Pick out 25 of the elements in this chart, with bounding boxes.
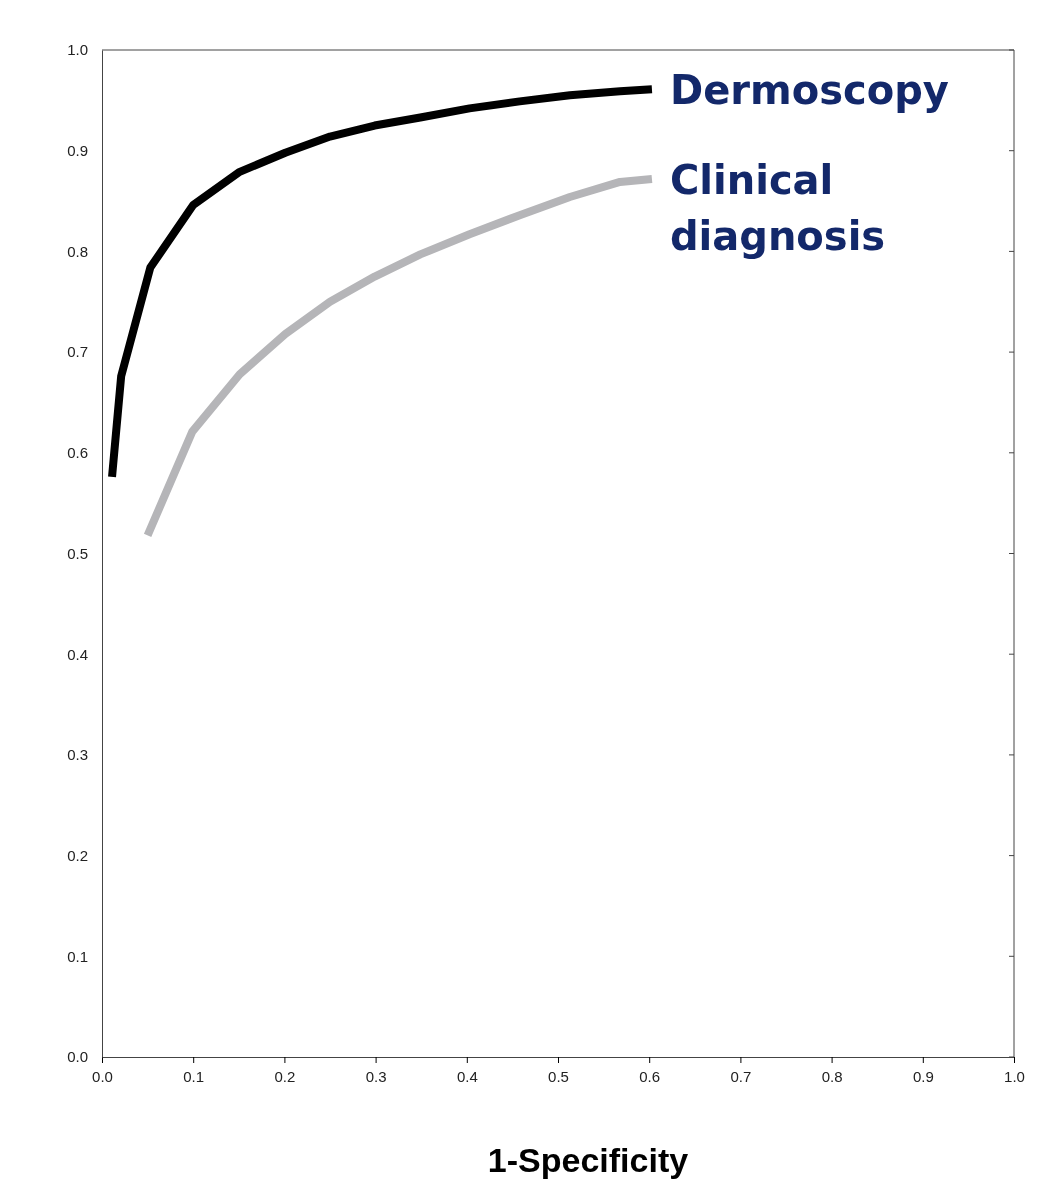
x-tick-label: 0.5 xyxy=(548,1067,569,1085)
y-tick-label: 0.7 xyxy=(67,343,88,361)
x-tick-label: 1.0 xyxy=(1004,1067,1025,1085)
y-tick-label: 0.0 xyxy=(67,1048,88,1066)
series-label: Dermoscopy xyxy=(669,67,949,114)
x-tick-label: 0.6 xyxy=(639,1067,661,1085)
x-tick-label: 0.1 xyxy=(183,1067,205,1085)
x-tick-label: 0.3 xyxy=(365,1067,387,1085)
y-tick-label: 0.4 xyxy=(67,645,88,663)
y-tick-label: 0.5 xyxy=(67,544,88,562)
y-tick-label: 0.1 xyxy=(67,947,88,965)
x-tick-label: 0.0 xyxy=(92,1067,113,1085)
x-tick-label: 0.4 xyxy=(456,1067,478,1085)
series-label: Clinical diagnosis xyxy=(669,156,886,259)
y-tick-label: 0.9 xyxy=(67,142,88,159)
x-tick-label: 0.2 xyxy=(274,1067,296,1085)
y-tick-label: 0.3 xyxy=(67,746,88,764)
x-axis-title: 1-Specificity xyxy=(487,1141,689,1179)
y-tick-label: 0.8 xyxy=(67,242,88,260)
x-tick-label: 0.9 xyxy=(912,1067,934,1085)
y-tick-label: 1.0 xyxy=(67,41,88,59)
x-tick-label: 0.7 xyxy=(730,1067,752,1085)
y-tick-label: 0.6 xyxy=(67,444,88,462)
y-tick-label: 0.2 xyxy=(67,846,88,864)
x-tick-label: 0.8 xyxy=(821,1067,843,1085)
